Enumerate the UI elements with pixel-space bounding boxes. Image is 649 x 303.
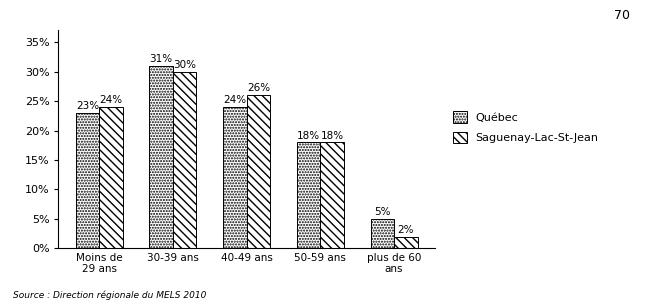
- Text: 18%: 18%: [321, 131, 344, 141]
- Text: 31%: 31%: [149, 54, 173, 64]
- Bar: [321, 142, 344, 248]
- Text: 70: 70: [613, 9, 630, 22]
- Bar: [371, 219, 394, 248]
- Text: Source : Direction régionale du MELS 2010: Source : Direction régionale du MELS 201…: [13, 291, 206, 300]
- Text: 18%: 18%: [297, 131, 320, 141]
- Bar: [75, 113, 99, 248]
- Text: 5%: 5%: [374, 207, 391, 217]
- Legend: Québec, Saguenay-Lac-St-Jean: Québec, Saguenay-Lac-St-Jean: [454, 112, 598, 143]
- Text: 23%: 23%: [76, 101, 99, 111]
- Text: 30%: 30%: [173, 60, 196, 70]
- Bar: [99, 107, 123, 248]
- Text: 26%: 26%: [247, 83, 270, 93]
- Bar: [297, 142, 321, 248]
- Bar: [173, 72, 197, 248]
- Text: 24%: 24%: [99, 95, 123, 105]
- Bar: [149, 66, 173, 248]
- Bar: [223, 107, 247, 248]
- Bar: [247, 95, 270, 248]
- Bar: [394, 237, 418, 248]
- Text: 2%: 2%: [398, 225, 414, 235]
- Text: 24%: 24%: [223, 95, 247, 105]
